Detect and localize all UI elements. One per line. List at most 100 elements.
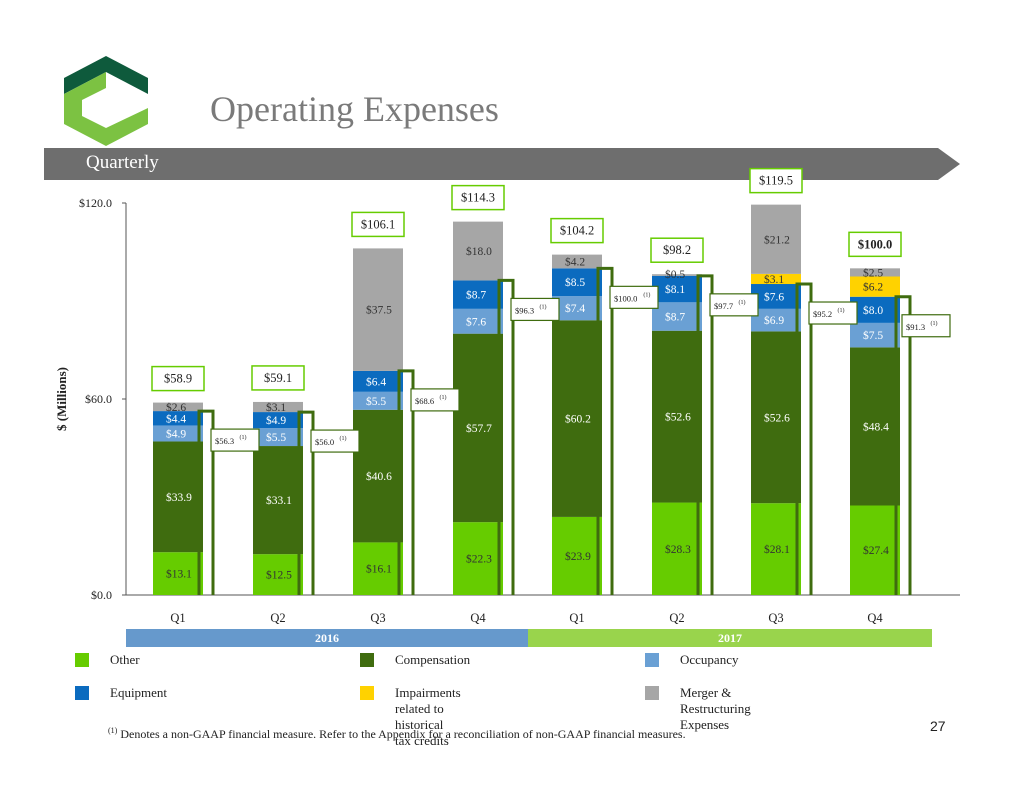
total-label: $104.2 xyxy=(560,224,594,238)
bar-merger xyxy=(552,254,602,269)
year-label: 2016 xyxy=(315,631,339,645)
data-label-merger: $18.0 xyxy=(466,245,492,258)
data-label-compensation: $52.6 xyxy=(665,411,691,424)
data-label-merger: $0.5 xyxy=(665,268,685,281)
bar-equipment xyxy=(353,370,403,392)
data-label-occupancy: $8.7 xyxy=(665,311,685,324)
bar-compensation xyxy=(453,333,503,523)
adjusted-label: $96.3 xyxy=(515,305,534,315)
bar-merger xyxy=(652,274,702,276)
adjusted-label: $97.7 xyxy=(714,301,733,311)
data-label-equipment: $4.4 xyxy=(166,412,186,425)
bar-other xyxy=(652,502,702,595)
year-band xyxy=(528,629,932,647)
adjusted-marker: (1) xyxy=(340,435,347,442)
data-label-occupancy: $7.5 xyxy=(863,329,883,342)
data-label-impairments: $3.1 xyxy=(764,273,784,286)
bar-compensation xyxy=(552,320,602,517)
bar-equipment xyxy=(552,268,602,297)
bar-occupancy xyxy=(153,425,203,442)
total-label: $114.3 xyxy=(461,191,495,205)
adjusted-outline xyxy=(596,266,614,595)
bar-other xyxy=(153,552,203,595)
bar-occupancy xyxy=(353,391,403,410)
adjusted-outline xyxy=(894,295,912,595)
total-label: $100.0 xyxy=(858,237,892,251)
data-label-occupancy: $4.9 xyxy=(166,427,186,440)
y-tick-label: $60.0 xyxy=(85,392,112,406)
data-label-merger: $3.1 xyxy=(266,401,286,414)
legend-swatch-other xyxy=(75,653,89,667)
total-box xyxy=(151,365,205,392)
x-tick-label: Q4 xyxy=(470,611,486,625)
data-label-occupancy: $7.4 xyxy=(565,302,585,315)
bar-compensation xyxy=(751,331,801,504)
data-label-occupancy: $5.5 xyxy=(366,395,386,408)
total-label: $98.2 xyxy=(663,243,691,257)
data-label-compensation: $57.7 xyxy=(466,422,492,435)
adjusted-marker: (1) xyxy=(643,291,650,298)
adjusted-outline xyxy=(197,409,215,595)
data-label-compensation: $60.2 xyxy=(565,413,591,426)
adjusted-callout xyxy=(709,293,759,317)
bar-other xyxy=(850,505,900,595)
adjusted-callout xyxy=(808,301,858,325)
data-label-compensation: $48.4 xyxy=(863,420,889,433)
x-tick-label: Q1 xyxy=(569,611,584,625)
data-label-merger: $37.5 xyxy=(366,304,392,317)
year-band xyxy=(126,629,528,647)
total-box xyxy=(550,217,604,244)
data-label-other: $28.3 xyxy=(665,543,691,556)
adjusted-outline xyxy=(397,369,415,595)
legend-label-impairments: Impairments related to historical tax cr… xyxy=(395,685,461,748)
total-box xyxy=(351,211,405,238)
logo-dark-shape xyxy=(64,56,148,94)
bar-merger xyxy=(353,248,403,371)
page-title: Operating Expenses xyxy=(210,89,499,129)
adjusted-callout xyxy=(310,429,360,453)
data-label-equipment: $8.5 xyxy=(565,276,585,289)
y-tick-label: $120.0 xyxy=(79,196,112,210)
adjusted-marker: (1) xyxy=(540,303,547,310)
data-label-equipment: $8.7 xyxy=(466,289,486,302)
bar-equipment xyxy=(453,280,503,309)
x-tick-label: Q4 xyxy=(867,611,883,625)
adjusted-callout xyxy=(609,285,659,309)
data-label-occupancy: $7.6 xyxy=(466,315,486,328)
total-box xyxy=(848,231,902,258)
adjusted-callout xyxy=(410,388,460,412)
legend-swatch-compensation xyxy=(360,653,374,667)
adjusted-label: $56.0 xyxy=(315,437,334,447)
adjusted-outline xyxy=(696,274,714,595)
total-label: $119.5 xyxy=(759,174,793,188)
data-label-equipment: $4.9 xyxy=(266,414,286,427)
bar-compensation xyxy=(850,347,900,506)
legend-swatch-impairments xyxy=(360,686,374,700)
data-label-merger: $2.5 xyxy=(863,266,883,279)
bar-merger xyxy=(850,268,900,277)
bar-occupancy xyxy=(652,302,702,331)
data-label-impairments: $6.2 xyxy=(863,281,883,294)
data-label-compensation: $52.6 xyxy=(764,411,790,424)
adjusted-label: $56.3 xyxy=(215,436,234,446)
data-label-other: $12.5 xyxy=(266,569,292,582)
data-label-other: $27.4 xyxy=(863,544,889,557)
data-label-occupancy: $6.9 xyxy=(764,314,784,327)
total-box xyxy=(650,237,704,263)
data-label-merger: $4.2 xyxy=(565,255,585,268)
data-label-compensation: $33.9 xyxy=(166,491,192,504)
y-axis-label: $ (Millions) xyxy=(54,367,69,431)
x-tick-label: Q2 xyxy=(270,611,285,625)
bar-occupancy xyxy=(253,428,303,447)
x-tick-label: Q3 xyxy=(768,611,783,625)
adjusted-outline xyxy=(795,282,813,595)
bar-equipment xyxy=(751,284,801,309)
adjusted-callout xyxy=(210,428,260,452)
year-label: 2017 xyxy=(718,631,742,645)
total-box xyxy=(451,184,505,211)
bar-equipment xyxy=(850,296,900,323)
data-label-equipment: $6.4 xyxy=(366,375,386,388)
data-label-other: $23.9 xyxy=(565,550,591,563)
bar-impairments xyxy=(850,276,900,297)
